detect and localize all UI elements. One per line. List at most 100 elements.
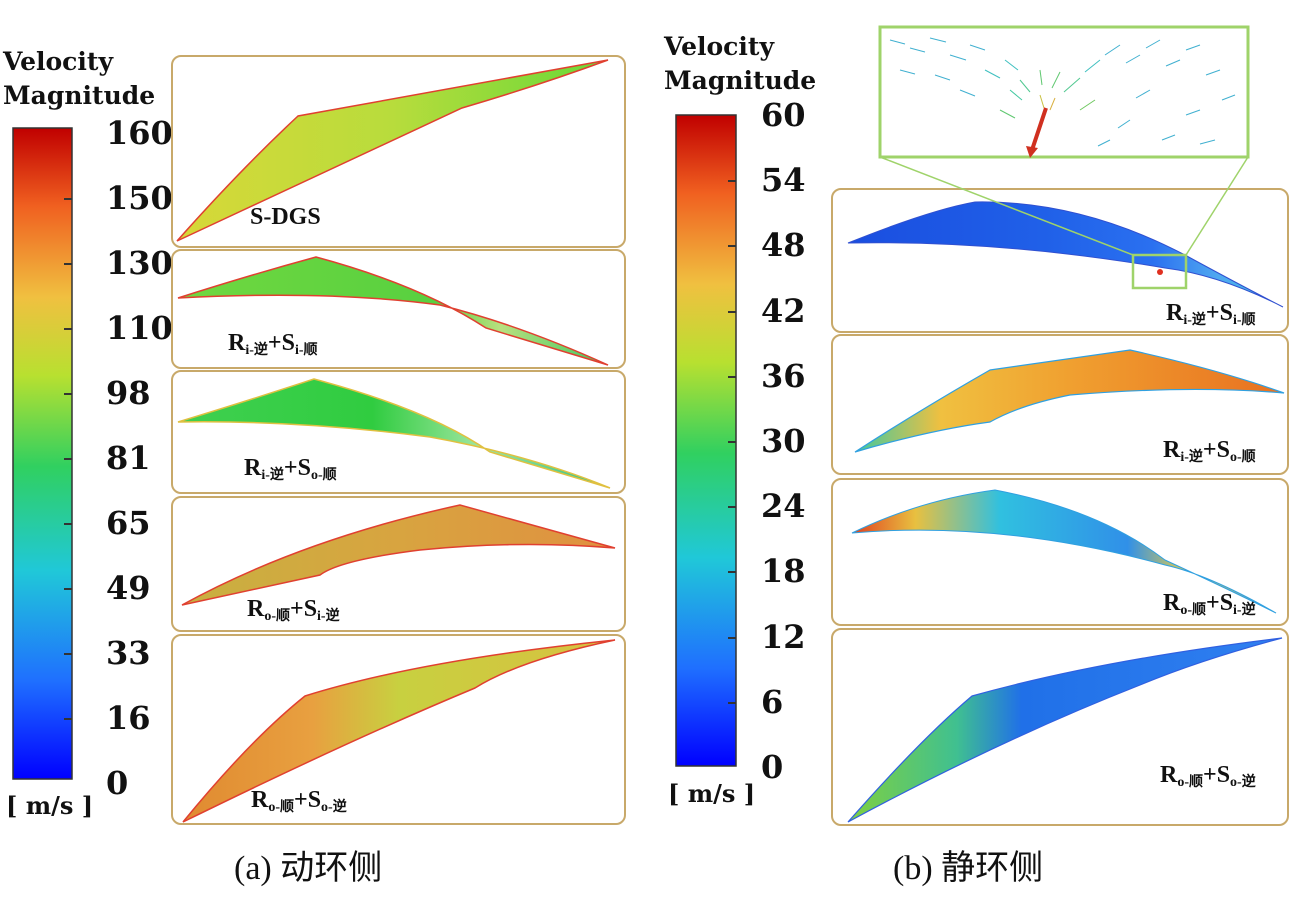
label-main: +S: [1205, 300, 1233, 326]
velocity-arrowhead: [1026, 146, 1038, 158]
right-panel4-field: [847, 637, 1283, 823]
label-sub: o-顺: [1180, 603, 1207, 618]
label-sub: o-顺: [264, 609, 291, 624]
right-colorbar-title-line1: Velocity: [664, 32, 774, 61]
right-colorbar-tick-label: 60: [761, 96, 806, 134]
right-colorbar-tick-label: 24: [761, 487, 806, 526]
left-colorbar-tick-label: 98: [106, 374, 151, 412]
right-panel2-field: [854, 349, 1285, 453]
label-main: R: [244, 455, 262, 481]
right-colorbar-tick-label: 36: [761, 356, 806, 395]
caption-left: (a) 动环侧: [234, 850, 383, 887]
right-colorbar-tick-mark: [728, 701, 736, 704]
label-sub: i-逆: [261, 468, 284, 483]
right-colorbar-tick-label: 42: [761, 291, 806, 330]
right-panel1-label: Ri-逆+Si-顺: [1166, 300, 1256, 329]
right-colorbar-title-line2: Magnitude: [664, 66, 817, 95]
right-panel3-label: Ro-顺+Si-逆: [1163, 590, 1256, 619]
label-sub: i-顺: [1232, 313, 1256, 328]
right-colorbar-tick-mark: [728, 245, 736, 248]
left-panel3-label: Ri-逆+So-顺: [244, 455, 337, 484]
right-colorbar-tick-mark: [728, 636, 736, 639]
right-colorbar-tick-mark: [728, 571, 736, 574]
zoom-source-box: [1131, 253, 1188, 290]
label-main: R: [228, 330, 246, 356]
label-main: +S: [1202, 437, 1230, 463]
left-colorbar-tick-label: 0: [106, 764, 129, 802]
right-colorbar-tick-mark: [728, 310, 736, 313]
right-colorbar-tick-label: 48: [761, 226, 806, 265]
zoom-connector-left: [879, 156, 1134, 256]
label-sub: i-逆: [245, 343, 268, 358]
right-colorbar-unit: [ m/s ]: [668, 779, 756, 808]
right-panel-ro-forward-so-reverse: [831, 628, 1289, 826]
left-colorbar-title-line2: Magnitude: [3, 81, 156, 110]
right-panel-ri-reverse-so-forward: [831, 334, 1289, 475]
left-panel2-field: [177, 256, 609, 366]
right-panel1-field: [847, 201, 1284, 308]
right-panel4-label: Ro-顺+So-逆: [1160, 762, 1256, 791]
left-colorbar-title-line1: Velocity: [3, 47, 113, 76]
left-panel4-field: [181, 504, 616, 606]
left-colorbar-tick-mark: [64, 588, 72, 590]
label-main: R: [251, 787, 269, 813]
right-colorbar-tick-label: 54: [761, 161, 806, 200]
label-sub: i-逆: [1183, 313, 1206, 328]
right-panel3-field: [851, 489, 1277, 614]
label-sub: o-顺: [1229, 450, 1256, 465]
left-colorbar-gradient: [12, 127, 73, 780]
label-main: R: [1166, 300, 1184, 326]
left-panel1-label: S-DGS: [250, 204, 321, 230]
left-panel1-field: [176, 59, 609, 242]
left-panel-ro-forward-so-reverse: [171, 634, 626, 825]
caption-right: (b) 静环侧: [893, 850, 1044, 887]
left-colorbar-tick-mark: [64, 263, 72, 265]
left-panel-s-dgs: [171, 55, 626, 248]
right-colorbar-tick-label: 0: [761, 748, 784, 786]
left-colorbar-tick-label: 150: [106, 179, 173, 217]
label-main: +S: [267, 330, 295, 356]
left-panel2-label: Ri-逆+Si-顺: [228, 330, 318, 359]
label-sub: o-顺: [268, 800, 295, 815]
right-colorbar-gradient: [675, 114, 737, 767]
left-colorbar-tick-label: 130: [106, 244, 173, 282]
right-panel-ro-forward-si-reverse: [831, 478, 1289, 626]
left-colorbar-title: Velocity Magnitude: [3, 45, 155, 113]
label-sub: o-顺: [1177, 775, 1204, 790]
label-sub: o-逆: [1230, 775, 1256, 790]
left-colorbar-tick-label: 110: [106, 309, 173, 347]
right-colorbar-tick-mark: [728, 441, 736, 443]
left-panel4-label: Ro-顺+Si-逆: [247, 596, 340, 625]
left-colorbar-tick-mark: [64, 328, 72, 330]
label-main: +S: [283, 455, 311, 481]
left-colorbar-tick-label: 33: [106, 634, 151, 672]
label-sub: i-逆: [1233, 603, 1256, 618]
left-colorbar-tick-mark: [64, 653, 72, 655]
left-panel-ri-reverse-si-forward: [171, 249, 626, 369]
label-main: +S: [290, 596, 318, 622]
left-colorbar-tick-mark: [64, 458, 72, 460]
label-sub: i-逆: [317, 609, 340, 624]
left-colorbar-tick-mark: [64, 393, 72, 395]
left-colorbar-unit: [ m/s ]: [6, 791, 94, 820]
label-main: +S: [294, 787, 322, 813]
label-main: +S: [1203, 762, 1231, 788]
left-colorbar-tick-label: 81: [106, 439, 151, 477]
label-main: R: [1163, 590, 1181, 616]
left-colorbar-tick-mark: [64, 718, 72, 720]
right-colorbar-tick-mark: [728, 375, 736, 378]
right-colorbar-tick-label: 6: [761, 682, 784, 721]
label-main: R: [1160, 762, 1178, 788]
right-colorbar-tick-label: 12: [761, 617, 806, 656]
zoom-connector-right: [1185, 156, 1249, 256]
label-main: R: [247, 596, 265, 622]
velocity-arrow: [1030, 107, 1048, 151]
label-sub: i-顺: [294, 343, 318, 358]
left-panel3-field: [177, 378, 611, 489]
right-colorbar-tick-mark: [728, 506, 736, 509]
left-colorbar-tick-label: 49: [106, 569, 151, 607]
right-colorbar-tick-label: 30: [761, 422, 806, 460]
left-colorbar-tick-label: 160: [106, 114, 173, 152]
